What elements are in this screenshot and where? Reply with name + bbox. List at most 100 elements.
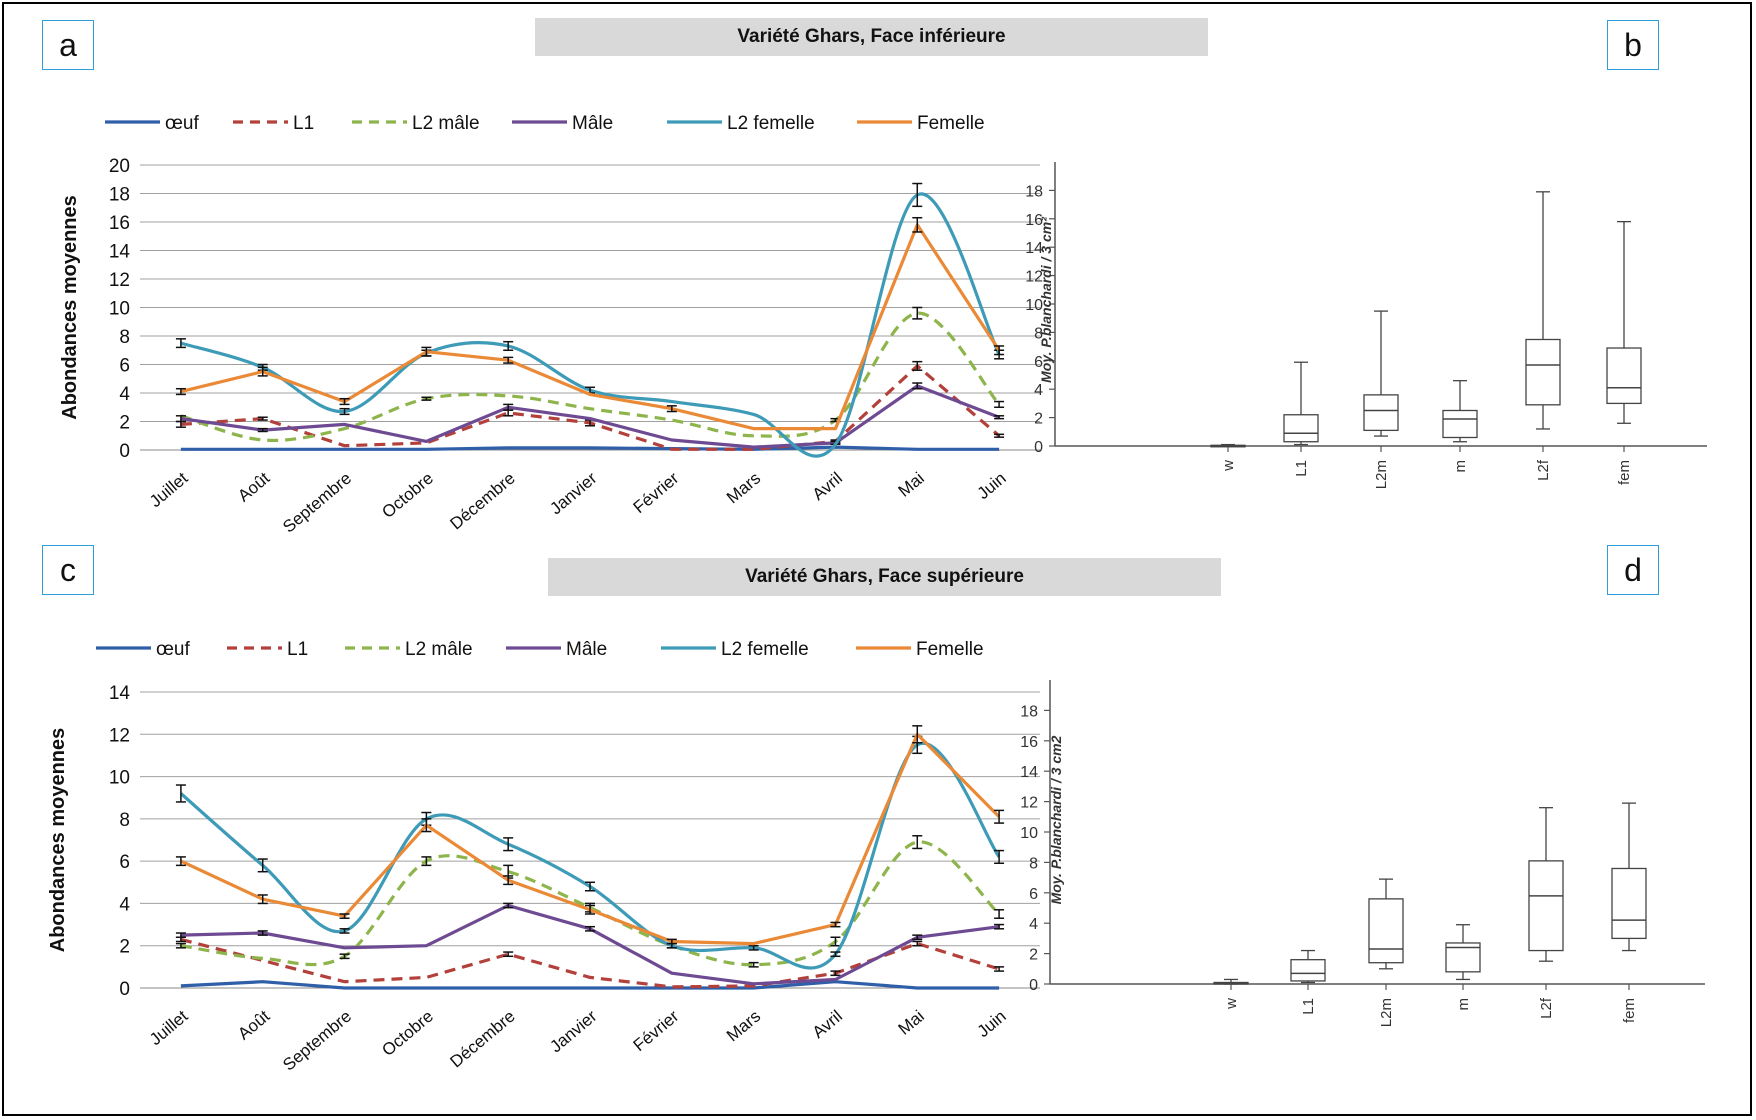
- series-line: [180, 192, 1001, 458]
- x-tick-label: L1: [1293, 460, 1310, 477]
- x-tick-label: Avril: [809, 469, 846, 505]
- box: [1606, 347, 1642, 405]
- panel-label-c: c: [42, 545, 94, 595]
- y-tick-label: 2: [1029, 947, 1038, 964]
- legend-label: œuf: [156, 639, 191, 660]
- legend-label: Femelle: [916, 639, 984, 660]
- y-tick-label: 4: [119, 894, 130, 915]
- x-tick-label: Octobre: [378, 469, 437, 522]
- y-tick-label: 14: [1020, 764, 1038, 781]
- series-line: [180, 384, 1000, 449]
- series-line: [180, 840, 1001, 967]
- y-tick-label: 2: [1034, 411, 1043, 428]
- legend-label: Femelle: [917, 113, 985, 134]
- x-tick-label: Février: [630, 468, 683, 517]
- box: [1611, 867, 1647, 940]
- x-tick-label: Mars: [723, 469, 764, 508]
- y-tick-label: 8: [1034, 325, 1043, 342]
- y-tick-label: 20: [109, 156, 130, 177]
- chart-title-a: Variété Ghars, Face inférieure: [535, 18, 1208, 56]
- panel-label-b: b: [1607, 20, 1659, 70]
- x-tick-label: L2m: [1373, 460, 1390, 489]
- legend-label: L2 mâle: [405, 639, 473, 660]
- box: [1368, 898, 1404, 964]
- y-tick-label: 10: [109, 768, 130, 789]
- y-tick-label: 16: [1025, 212, 1043, 229]
- x-tick-label: Juillet: [146, 1006, 192, 1049]
- y-tick-label: 18: [1020, 703, 1038, 720]
- x-tick-label: Octobre: [378, 1007, 437, 1060]
- x-tick-label: L2f: [1535, 459, 1552, 481]
- series-line: [180, 937, 1000, 989]
- y-tick-label: 6: [119, 852, 130, 873]
- series-line: [180, 223, 1001, 431]
- x-tick-label: Août: [234, 1006, 273, 1043]
- box: [1442, 409, 1478, 439]
- x-tick-label: Mai: [895, 469, 928, 501]
- y-axis-label: Abondances moyennes: [59, 195, 81, 420]
- y-tick-label: 10: [109, 299, 130, 320]
- legend-label: œuf: [165, 113, 200, 134]
- y-tick-label: 6: [1034, 354, 1043, 371]
- y-tick-label: 12: [109, 270, 130, 291]
- y-tick-label: 0: [119, 441, 130, 462]
- x-tick-label: Juin: [974, 1007, 1010, 1042]
- y-tick-label: 14: [109, 242, 131, 263]
- legend-label: L2 mâle: [412, 113, 480, 134]
- x-tick-label: Février: [630, 1006, 683, 1055]
- x-tick-label: Septembre: [279, 469, 355, 537]
- y-tick-label: 6: [119, 356, 130, 377]
- box: [1525, 338, 1561, 406]
- x-tick-label: Juillet: [146, 468, 192, 511]
- legend-label: L1: [287, 639, 308, 660]
- line-chart-c: 0 2 4 6 8 10 12 14 Juillet Août Septembre Octobre Dé…: [47, 639, 1040, 1075]
- x-tick-label: Juin: [974, 469, 1010, 504]
- legend-label: L2 femelle: [727, 113, 815, 134]
- y-tick-label: 0: [1029, 977, 1038, 994]
- boxplot-chart-b: 0 2 4 6 8 10 12 14 16 18 Moy. P.blanchardi / 3 cm²…: [1025, 162, 1707, 489]
- x-tick-label: fem: [1621, 998, 1638, 1023]
- y-tick-label: 18: [109, 185, 130, 206]
- y-axis-label: Abondances moyennes: [47, 728, 69, 953]
- y-tick-label: 12: [109, 725, 130, 746]
- box: [1528, 860, 1564, 952]
- series-line: [180, 445, 1000, 451]
- y-tick-label: 4: [1029, 916, 1038, 933]
- legend-label: Mâle: [572, 113, 613, 134]
- x-tick-label: w: [1220, 460, 1237, 472]
- box: [1290, 959, 1326, 982]
- panel-label-d: d: [1607, 545, 1659, 595]
- y-tick-label: 8: [119, 327, 130, 348]
- y-tick-label: 14: [1025, 240, 1043, 257]
- y-tick-label: 0: [1034, 439, 1043, 456]
- chart-title-c: Variété Ghars, Face supérieure: [548, 558, 1221, 596]
- x-tick-label: m: [1455, 998, 1472, 1011]
- box: [1363, 394, 1399, 432]
- x-tick-label: L2f: [1538, 997, 1555, 1019]
- y-tick-label: 14: [109, 683, 131, 704]
- x-tick-label: Mars: [723, 1007, 764, 1046]
- y-tick-label: 10: [1025, 297, 1043, 314]
- x-tick-label: m: [1452, 460, 1469, 473]
- legend-label: L1: [293, 113, 314, 134]
- y-tick-label: 16: [1020, 734, 1038, 751]
- x-tick-label: Août: [234, 468, 273, 505]
- series-line: [180, 980, 1000, 990]
- x-tick-label: L1: [1300, 998, 1317, 1015]
- y-tick-label: 16: [109, 213, 130, 234]
- y-tick-label: 2: [119, 413, 130, 434]
- boxplot-chart-d: 0 2 4 6 8 10 12 14 16 18 Moy. P.blanchardi / 3 cm2…: [1020, 680, 1705, 1027]
- y-tick-label: 0: [119, 979, 130, 1000]
- y-tick-label: 18: [1025, 183, 1043, 200]
- y-axis-label: Moy. P.blanchardi / 3 cm2: [1048, 735, 1064, 904]
- y-tick-label: 8: [1029, 855, 1038, 872]
- x-tick-label: Décembre: [446, 1007, 518, 1072]
- x-tick-label: Décembre: [446, 469, 518, 534]
- y-tick-label: 8: [119, 810, 130, 831]
- x-tick-label: Mai: [895, 1007, 928, 1039]
- y-tick-label: 6: [1029, 886, 1038, 903]
- x-tick-label: Janvier: [546, 1006, 600, 1056]
